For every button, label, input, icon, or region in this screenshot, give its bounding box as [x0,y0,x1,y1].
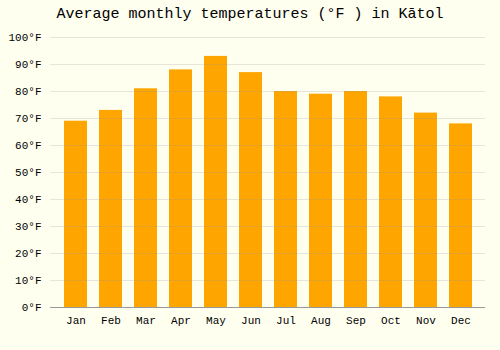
svg-text:80°F: 80°F [15,86,41,98]
svg-text:30°F: 30°F [15,221,41,233]
svg-text:Apr: Apr [171,315,191,327]
svg-text:Jun: Jun [241,315,261,327]
svg-text:Dec: Dec [451,315,471,327]
svg-text:Aug: Aug [311,315,331,327]
svg-text:Jan: Jan [66,315,86,327]
svg-text:60°F: 60°F [15,140,41,152]
svg-text:Feb: Feb [101,315,121,327]
svg-text:50°F: 50°F [15,167,41,179]
svg-text:Jul: Jul [276,315,296,327]
svg-text:70°F: 70°F [15,113,41,125]
svg-text:100°F: 100°F [8,32,41,44]
svg-text:Mar: Mar [136,315,156,327]
svg-text:0°F: 0°F [22,302,42,314]
svg-text:90°F: 90°F [15,59,41,71]
svg-text:Sep: Sep [346,315,366,327]
svg-text:40°F: 40°F [15,194,41,206]
svg-text:20°F: 20°F [15,248,41,260]
svg-text:10°F: 10°F [15,275,41,287]
svg-text:Oct: Oct [381,315,401,327]
svg-text:Nov: Nov [416,315,436,327]
svg-text:May: May [206,315,226,327]
html-text:Average monthly temperatures (: Average monthly temperatures (°F ) in Kā… [56,6,444,23]
